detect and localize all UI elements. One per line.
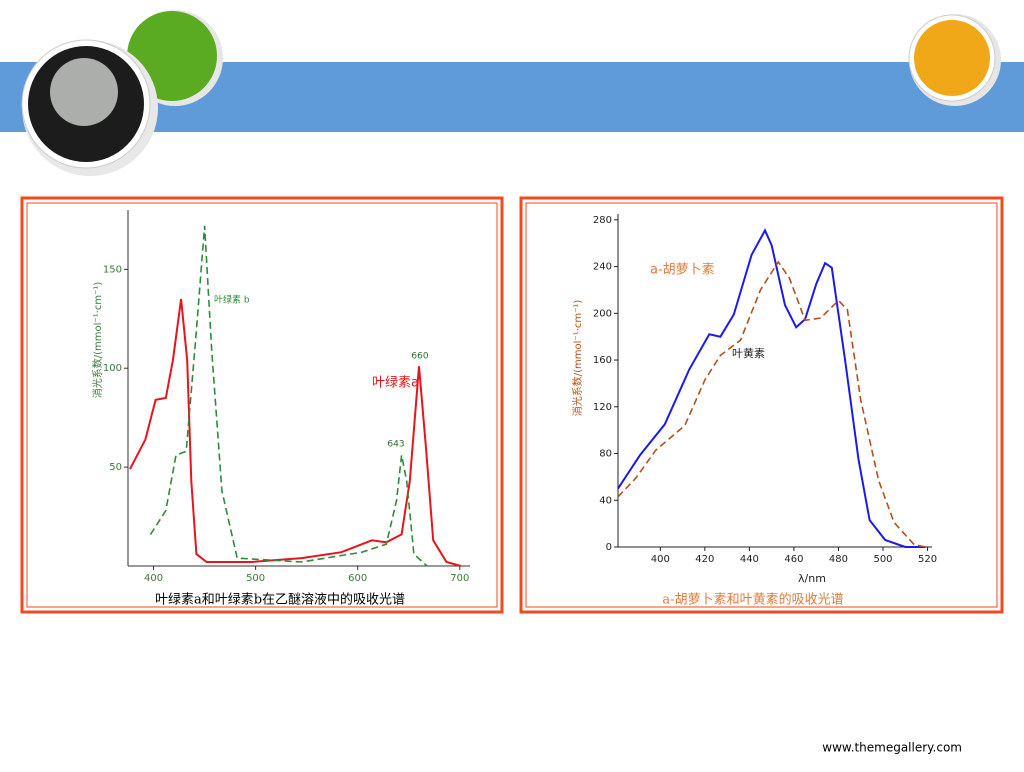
x-tick-label: 400: [651, 554, 670, 565]
x-tick-label: 700: [450, 573, 469, 584]
caption: 叶绿素a和叶绿素b在乙醚溶液中的吸收光谱: [155, 592, 405, 608]
x-axis-label: λ/nm: [798, 572, 826, 585]
y-tick-label: 280: [593, 215, 612, 226]
x-tick-label: 460: [784, 554, 803, 565]
chart-frame-inner: [525, 202, 998, 608]
x-tick-label: 420: [695, 554, 714, 565]
x-tick-label: 500: [246, 573, 265, 584]
y-tick-label: 160: [593, 355, 612, 366]
x-tick-label: 400: [144, 573, 163, 584]
annotation: 660: [411, 352, 428, 362]
chart-frame: [20, 196, 504, 614]
y-tick-label: 40: [599, 495, 612, 506]
series-label: 叶绿素 b: [214, 294, 250, 306]
y-tick-label: 80: [599, 449, 612, 460]
y-tick-label: 100: [103, 363, 122, 374]
series-line: [617, 260, 926, 548]
dandelion: [50, 58, 118, 126]
x-tick-label: 520: [918, 554, 937, 565]
annotation: 643: [387, 440, 404, 450]
chart-frame: [519, 196, 1004, 614]
y-axis-label: 消光系数/(mmol⁻¹·cm⁻¹): [571, 300, 584, 417]
footer: www.themegallery.com: [822, 741, 962, 755]
series-label: a-胡萝卜素: [650, 263, 715, 278]
series-line: [617, 228, 926, 548]
y-tick-label: 0: [606, 542, 612, 553]
x-tick-label: 440: [740, 554, 759, 565]
series-label: 叶绿素a: [372, 376, 419, 391]
x-tick-label: 600: [348, 573, 367, 584]
series-label: 叶黄素: [732, 346, 765, 360]
y-tick-label: 50: [109, 462, 122, 473]
tulip-photo: [914, 20, 990, 96]
y-tick-label: 200: [593, 308, 612, 319]
y-tick-label: 240: [593, 262, 612, 273]
x-tick-label: 480: [829, 554, 848, 565]
chart-frame-inner: [26, 202, 498, 608]
series-line: [149, 225, 428, 567]
caption: a-胡萝卜素和叶黄素的吸收光谱: [662, 592, 843, 608]
y-tick-label: 120: [593, 402, 612, 413]
y-axis-label: 消光系数/(mmol⁻¹·cm⁻¹): [91, 282, 104, 399]
y-tick-label: 150: [103, 264, 122, 275]
x-tick-label: 500: [873, 554, 892, 565]
